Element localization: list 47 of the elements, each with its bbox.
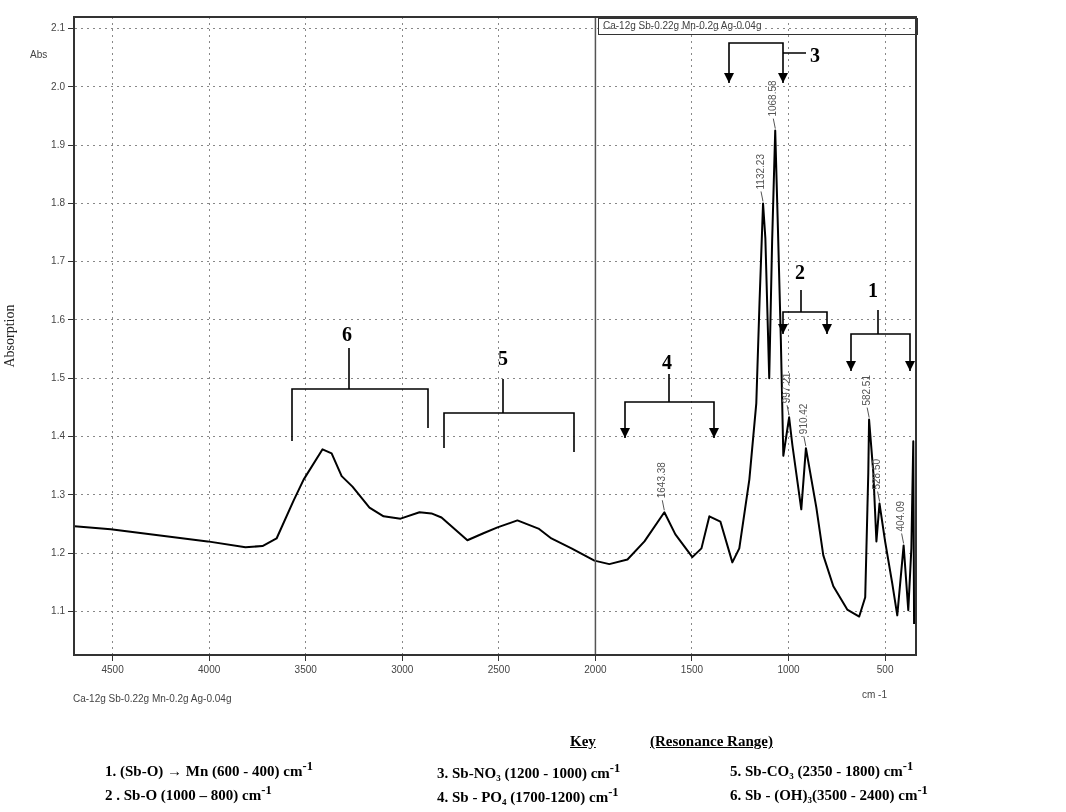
x-tick-label: 4500 [101,663,125,675]
annotation: 5 [498,347,508,369]
y-tick-label: 1.2 [51,546,66,558]
y-tick-label: 1.5 [51,371,66,383]
annotation: 1132.23 [754,153,766,190]
annotation: 910.42 [797,403,809,435]
annotation: 582.51 [860,374,872,406]
annotation: Ca-12g Sb-0.22g Mn-0.2g Ag-0.04g [598,18,918,35]
x-tick-label: 4000 [198,663,221,675]
text: (Resonance Range) [650,733,773,749]
y-tick-label: 1.9 [51,138,66,150]
x-tick-label: 500 [876,663,894,675]
text: 3. Sb-NO₃ (1200 - 1000) cm$^{-1}$ [437,761,621,781]
text: Key [570,733,596,749]
text: 6. Sb - (OH)₃(3500 - 2400) cm$^{-1}$ [730,783,928,803]
text: Abs [30,49,48,60]
text: 2 . Sb-O (1000 – 800) cm$^{-1}$ [105,783,272,803]
text: 4. Sb - PO₄ (1700-1200) cm$^{-1}$ [437,785,619,805]
x-tick-label: 3500 [294,663,318,675]
annotation: 4 [662,351,672,373]
x-tick-label: 2500 [487,663,511,675]
y-tick-label: 2.1 [51,22,66,34]
annotation: 1068.58 [767,80,779,117]
text: 5. Sb-CO₃ (2350 - 1800) cm$^{-1}$ [730,759,914,779]
annotation: 404.09 [895,500,907,532]
annotation: 1 [868,279,878,301]
x-tick-label: 1000 [777,663,801,675]
x-tick-label: 2000 [584,663,607,675]
y-tick-label: 1.4 [51,430,66,442]
text: 1. (Sb-O) → Mn (600 - 400) cm$^{-1}$ [105,759,313,779]
y-tick-label: 1.1 [51,605,66,617]
y-tick-label: 1.7 [51,255,66,267]
x-axis-title: cm -1 [862,689,887,700]
text: Ca-12g Sb-0.22g Mn-0.2g Ag-0.04g [73,693,232,704]
annotation: 3 [810,44,820,66]
y-tick-label: 1.3 [51,488,66,500]
annotation: 2 [795,261,805,283]
x-tick-label: 1500 [680,663,704,675]
x-tick-label: 3000 [391,663,414,675]
y-axis-title: Absorption [2,304,18,368]
annotation: 6 [342,323,352,345]
y-tick-label: 2.0 [51,80,66,92]
annotation: 1643.38 [656,461,668,499]
y-tick-label: 1.6 [51,313,66,325]
annotation: 997.21 [780,372,792,404]
y-tick-label: 1.8 [51,197,66,209]
annotation: 528.50 [871,458,883,490]
